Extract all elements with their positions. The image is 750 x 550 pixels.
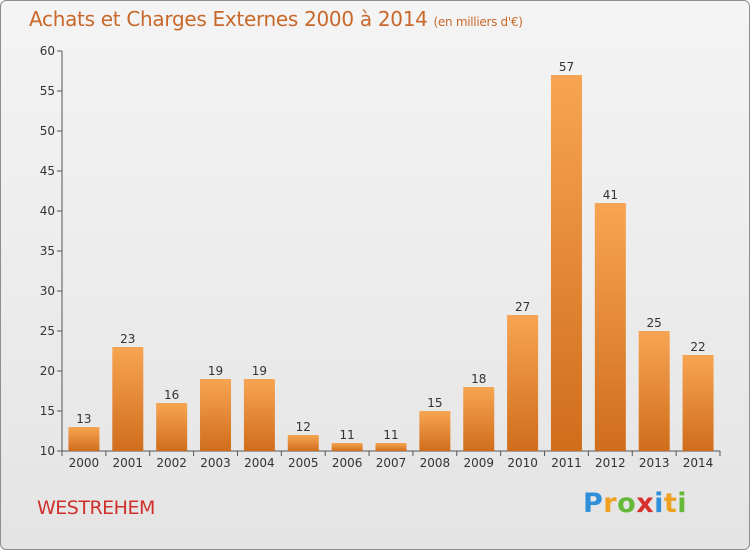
x-tick-label: 2002 <box>156 456 187 470</box>
x-tick-label: 2010 <box>507 456 538 470</box>
bar-value-label: 18 <box>471 372 486 386</box>
bar-value-label: 13 <box>76 412 91 426</box>
y-axis: 10 15 20 25 30 35 40 45 50 55 60 <box>40 44 63 458</box>
chart-unit: (en milliers d'€) <box>433 15 523 29</box>
x-tick-label: 2006 <box>332 456 363 470</box>
bar-value-label: 19 <box>208 364 223 378</box>
x-tick-label: 2013 <box>639 456 670 470</box>
bar-value-label: 19 <box>252 364 267 378</box>
x-tick-label: 2000 <box>69 456 100 470</box>
bar-value-label: 11 <box>383 428 398 442</box>
proxiti-logo: Proxiti <box>583 488 687 519</box>
y-tick-label: 15 <box>40 404 55 418</box>
bar <box>112 347 144 451</box>
logo-letter: i <box>677 488 688 519</box>
x-tick-label: 2012 <box>595 456 626 470</box>
y-tick-label: 50 <box>40 124 55 138</box>
y-tick-label: 30 <box>40 284 55 298</box>
y-tick-label: 60 <box>40 44 55 58</box>
bar <box>287 435 319 451</box>
bar <box>331 443 363 451</box>
y-tick-label: 25 <box>40 324 55 338</box>
x-tick-label: 2008 <box>420 456 451 470</box>
x-tick-label: 2001 <box>113 456 144 470</box>
bar-value-label: 22 <box>690 340 705 354</box>
y-tick-label: 10 <box>40 444 55 458</box>
bar <box>243 379 275 451</box>
bar-value-label: 11 <box>339 428 354 442</box>
x-tick-label: 2004 <box>244 456 275 470</box>
bar <box>200 379 232 451</box>
bar <box>156 403 188 451</box>
bar-value-label: 27 <box>515 300 530 314</box>
bar-value-label: 57 <box>559 60 574 74</box>
bar <box>463 387 495 451</box>
x-tick-label: 2009 <box>463 456 494 470</box>
chart-title: Achats et Charges Externes 2000 à 2014 (e… <box>29 7 523 31</box>
commune-name: WESTREHEM <box>37 497 155 519</box>
bar <box>507 315 539 451</box>
logo-letter: x <box>636 488 655 519</box>
bar-value-label: 41 <box>603 188 618 202</box>
bar-value-label: 23 <box>120 332 135 346</box>
y-tick-label: 20 <box>40 364 55 378</box>
x-tick-label: 2003 <box>200 456 231 470</box>
x-tick-label: 2014 <box>683 456 714 470</box>
y-tick-label: 35 <box>40 244 55 258</box>
y-tick-label: 40 <box>40 204 55 218</box>
logo-letter: P <box>583 488 604 519</box>
y-tick-label: 45 <box>40 164 55 178</box>
bar-value-label: 25 <box>647 316 662 330</box>
bar-value-label: 12 <box>296 420 311 434</box>
bar-value-label: 15 <box>427 396 442 410</box>
x-tick-label: 2005 <box>288 456 319 470</box>
bar <box>419 411 451 451</box>
logo-letter: i <box>654 488 664 519</box>
bar-value-label: 16 <box>164 388 179 402</box>
bar <box>638 331 670 451</box>
x-axis: 2000 2001 2002 2003 2004 2005 2006 2007 2008 2009… <box>61 450 721 470</box>
bar <box>594 203 626 451</box>
x-tick-label: 2011 <box>551 456 582 470</box>
x-tick-label: 2007 <box>376 456 407 470</box>
chart-title-text: Achats et Charges Externes 2000 à 2014 <box>29 7 428 31</box>
bar <box>68 427 100 451</box>
bar <box>682 355 714 451</box>
bars: 13 23 16 19 19 12 11 11 15 18 27 57 41 25 22 <box>68 60 714 451</box>
logo-letter: t <box>663 488 678 519</box>
y-tick-label: 55 <box>40 84 55 98</box>
bar <box>550 75 582 451</box>
logo-letter: r <box>603 488 618 519</box>
bar <box>375 443 407 451</box>
logo-letter: o <box>617 488 637 519</box>
